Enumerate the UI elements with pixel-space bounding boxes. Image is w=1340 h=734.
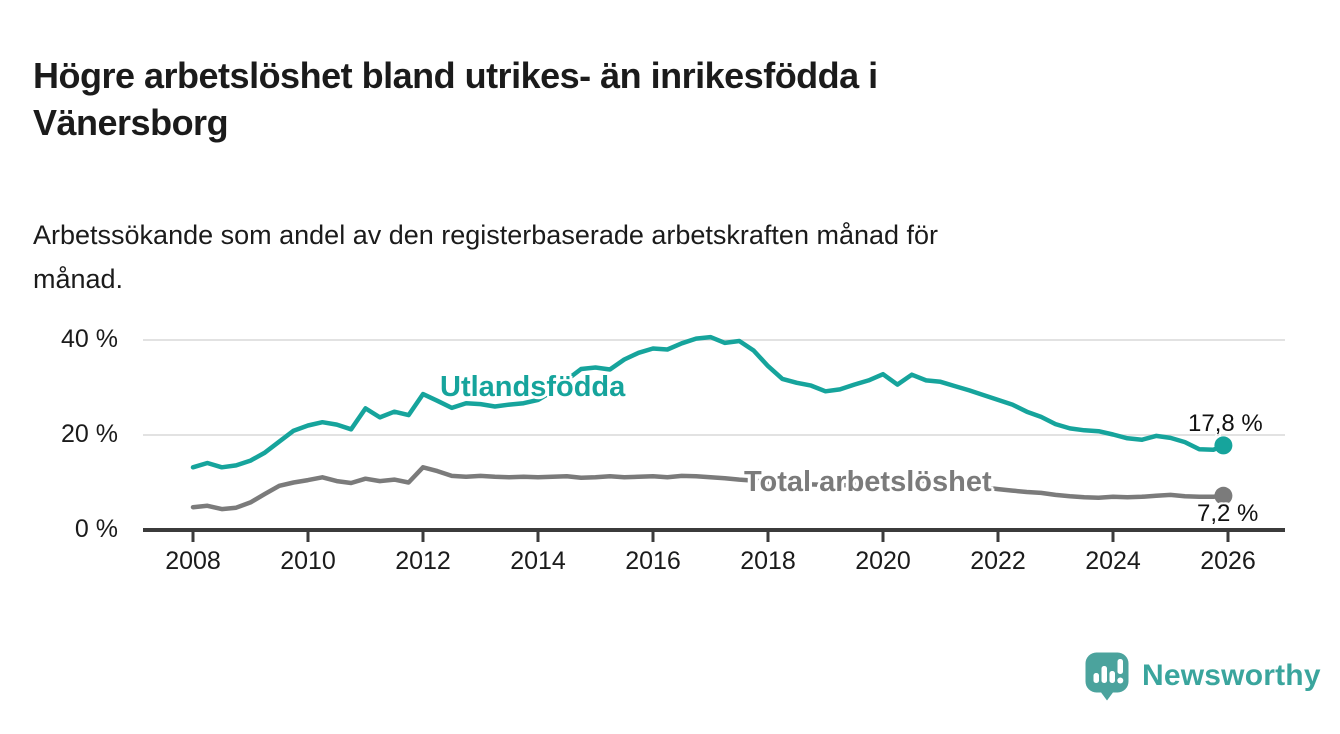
x-tick-label-2018: 2018 xyxy=(740,547,796,575)
chart-subtitle: Arbetssökande som andel av den registerb… xyxy=(33,220,939,294)
series-line-total-arbetsloshet xyxy=(190,465,1226,512)
y-tick-label-40%: 40 % xyxy=(61,325,118,353)
end-point-dot-total-arbetsloshet xyxy=(1214,486,1233,505)
y-tick-label-20%: 20 % xyxy=(61,420,118,448)
y-tick-label-0%: 0 % xyxy=(74,515,118,543)
end-value-label-total-arbetsloshet: 7,2 % xyxy=(1197,500,1259,527)
end-point-dot-utlandsfodda xyxy=(1214,436,1233,455)
x-tick-label-2014: 2014 xyxy=(510,547,566,575)
end-value-label-utlandsfodda: 17,8 % xyxy=(1188,410,1263,437)
series-label-total-arbetsloshet: Total arbetslöshet xyxy=(744,466,992,498)
newsworthy-logo-text: Newsworthy xyxy=(1142,659,1321,692)
series-label-utlandsfodda: Utlandsfödda xyxy=(440,371,626,403)
x-tick-label-2026: 2026 xyxy=(1200,547,1256,575)
newsworthy-logo-icon xyxy=(1085,652,1129,701)
page-title: Högre arbetslöshet bland utrikes- än inr… xyxy=(33,55,878,144)
x-tick-label-2008: 2008 xyxy=(165,547,221,575)
x-tick-label-2020: 2020 xyxy=(855,547,911,575)
series-line-utlandsfodda xyxy=(190,334,1226,470)
x-tick-label-2016: 2016 xyxy=(625,547,681,575)
x-tick-label-2024: 2024 xyxy=(1085,547,1141,575)
x-tick-label-2010: 2010 xyxy=(280,547,336,575)
newsworthy-logo: Newsworthy xyxy=(1084,651,1321,701)
x-tick-label-2022: 2022 xyxy=(970,547,1026,575)
x-tick-label-2012: 2012 xyxy=(395,547,451,575)
